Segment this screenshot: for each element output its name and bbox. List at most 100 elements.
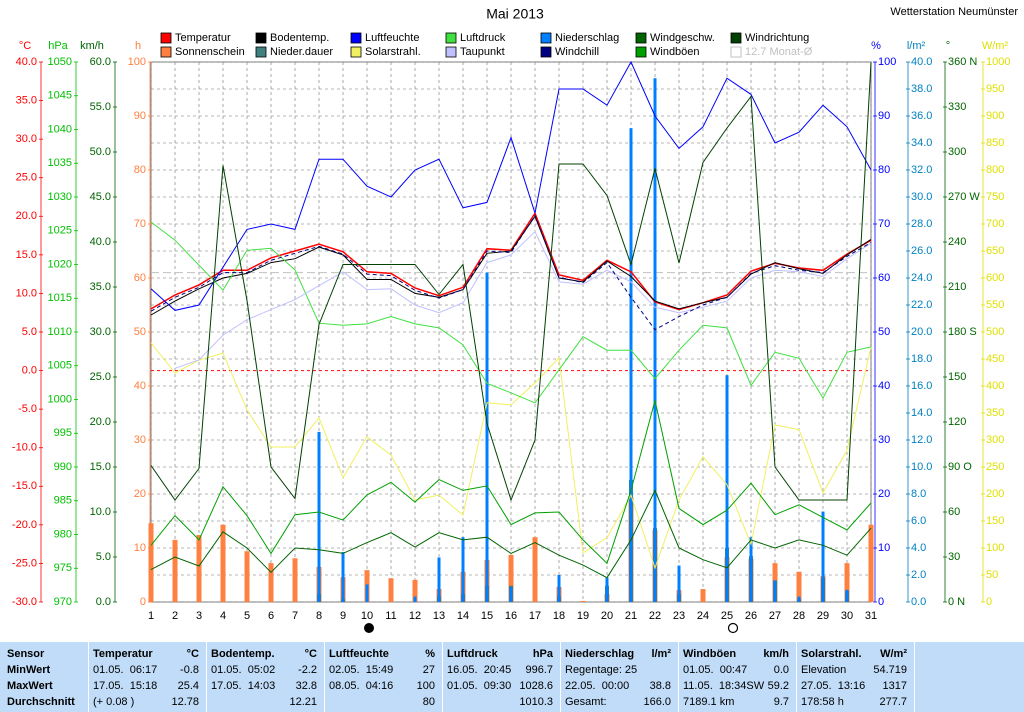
row-label: Sensor — [7, 648, 45, 660]
y-tick-label: -5.0 — [18, 403, 37, 415]
x-tick-label: 19 — [577, 610, 589, 622]
stat-label: 01.05. 00:47 — [683, 664, 748, 676]
x-tick-label: 16 — [505, 610, 517, 622]
row-label: MaxWert — [7, 680, 53, 692]
legend-swatch — [635, 46, 647, 58]
panel-unit: °C — [304, 648, 317, 660]
stat-value: 1010.3 — [519, 696, 553, 708]
y-tick-label: 70 — [134, 218, 146, 230]
x-tick-label: 23 — [673, 610, 685, 622]
panel-title: Windböen — [683, 648, 737, 660]
legend-swatch — [160, 46, 172, 58]
panel-unit: km/h — [763, 648, 789, 660]
y-tick-label: 40.0 — [16, 56, 37, 68]
stat-label: 08.05. 04:16 — [329, 680, 394, 692]
bar — [268, 563, 274, 602]
y-tick-label: 36.0 — [911, 110, 932, 122]
legend-checkbox — [730, 46, 742, 58]
bar — [844, 563, 850, 602]
legend-label: Luftfeuchte — [365, 32, 419, 44]
stat-value: 0.0 — [773, 664, 789, 676]
bar — [220, 524, 226, 602]
x-tick-label: 12 — [409, 610, 421, 622]
y-tick-label: 970 — [54, 596, 72, 608]
y-tick-label: 950 — [986, 83, 1004, 95]
axis-unit: W/m² — [982, 40, 1009, 52]
x-tick-label: 17 — [529, 610, 541, 622]
y-tick-label: 1045 — [48, 90, 72, 102]
bar — [773, 580, 777, 602]
axis-unit: hPa — [48, 40, 68, 52]
x-tick-label: 11 — [385, 610, 396, 622]
legend-label: Niederschlag — [555, 32, 619, 44]
panel-separator — [206, 642, 207, 712]
bar — [172, 539, 178, 602]
y-tick-label: 14.0 — [911, 407, 932, 419]
series-line — [150, 342, 872, 570]
series-line — [150, 61, 872, 502]
y-tick-label: 100 — [128, 56, 146, 68]
panel-unit: hPa — [532, 648, 553, 660]
panel-separator — [88, 642, 89, 712]
y-tick-label: 300 — [948, 146, 966, 158]
x-tick-label: 31 — [865, 610, 877, 622]
stat-value: 38.8 — [649, 680, 671, 692]
y-tick-label: 35.0 — [16, 94, 37, 106]
y-tick-label: 20.0 — [90, 416, 111, 428]
stat-label: 27.05. 13:16 — [801, 680, 866, 692]
legend-swatch — [350, 46, 362, 58]
panel-separator — [324, 642, 325, 712]
stat-label: (+ 0.08 ) — [93, 696, 135, 708]
axis-unit: l/m² — [907, 40, 926, 52]
bar — [797, 596, 801, 602]
panel-title: Solarstrahl. — [801, 648, 862, 660]
y-tick-label: 1000 — [986, 56, 1010, 68]
y-tick-label: 10.0 — [90, 506, 111, 518]
bar — [821, 511, 825, 602]
y-tick-label: 20.0 — [911, 326, 932, 338]
y-tick-label: 150 — [986, 515, 1004, 527]
bar — [365, 584, 369, 602]
series-line — [150, 60, 872, 311]
panel-separator — [678, 642, 679, 712]
y-tick-label: 40.0 — [911, 56, 932, 68]
legend-swatch — [730, 32, 742, 44]
x-tick-label: 25 — [721, 610, 733, 622]
y-tick-label: 360 N — [948, 56, 977, 68]
y-tick-label: 900 — [986, 110, 1004, 122]
y-tick-label: 1030 — [48, 191, 72, 203]
stat-value: 996.7 — [525, 664, 553, 676]
stat-label: 7189.1 km — [683, 696, 735, 708]
y-tick-label: 750 — [986, 191, 1004, 203]
y-tick-label: 2.0 — [911, 569, 926, 581]
y-tick-label: -10.0 — [12, 442, 37, 454]
panel-unit: °C — [186, 648, 199, 660]
axis-unit: °C — [19, 40, 31, 52]
y-tick-label: 980 — [54, 528, 72, 540]
bar — [292, 558, 298, 602]
y-tick-label: 0.0 — [22, 364, 37, 376]
stat-value: 1317 — [882, 680, 907, 692]
panel-title: Bodentemp. — [211, 648, 275, 660]
y-tick-label: 1050 — [48, 56, 72, 68]
stat-value: 12.78 — [171, 696, 199, 708]
y-tick-label: 650 — [986, 245, 1004, 257]
x-tick-label: 9 — [340, 610, 346, 622]
y-tick-label: 1010 — [48, 326, 72, 338]
stat-value: 277.7 — [879, 696, 907, 708]
y-tick-label: 40.0 — [90, 236, 111, 248]
y-tick-label: 40 — [878, 380, 890, 392]
station-name: Wetterstation Neumünster — [890, 6, 1018, 18]
x-tick-label: 20 — [601, 610, 613, 622]
panel-title: Luftfeuchte — [329, 648, 389, 660]
x-tick-label: 13 — [433, 610, 445, 622]
x-tick-label: 26 — [745, 610, 757, 622]
y-tick-label: 250 — [986, 461, 1004, 473]
y-tick-label: -20.0 — [12, 519, 37, 531]
bar — [508, 555, 514, 602]
y-tick-label: 210 — [948, 281, 966, 293]
legend-label: Windgeschw. — [650, 32, 715, 44]
y-tick-label: 1035 — [48, 157, 72, 169]
y-tick-label: 5.0 — [96, 551, 111, 563]
